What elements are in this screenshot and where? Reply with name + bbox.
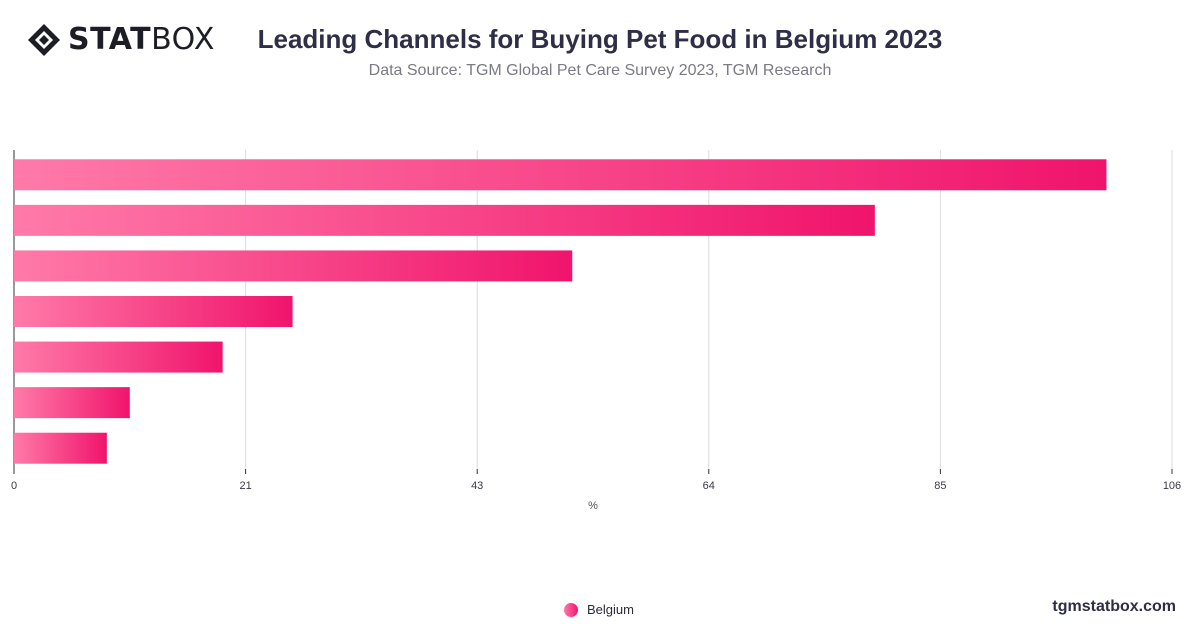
x-tick-label: 64 bbox=[703, 480, 715, 492]
chart-title: Leading Channels for Buying Pet Food in … bbox=[257, 24, 943, 54]
x-tick-label: 0 bbox=[11, 480, 17, 492]
diamond-logo-icon bbox=[28, 24, 60, 56]
legend[interactable]: Belgium bbox=[564, 602, 634, 617]
bar bbox=[14, 159, 1107, 191]
bar bbox=[14, 250, 573, 282]
bar bbox=[14, 204, 875, 236]
x-tick-label: 85 bbox=[934, 480, 946, 492]
statbox-logo[interactable]: STATBOX bbox=[26, 22, 215, 58]
bar bbox=[14, 432, 107, 464]
x-tick-label: 106 bbox=[1163, 480, 1181, 492]
bar bbox=[14, 387, 130, 419]
logo-wordmark: STATBOX bbox=[68, 22, 215, 58]
x-tick-label: 43 bbox=[471, 480, 483, 492]
chart-subtitle: Data Source: TGM Global Pet Care Survey … bbox=[368, 62, 832, 79]
logo-wordmark-light: BOX bbox=[151, 22, 215, 57]
legend-label: Belgium bbox=[587, 602, 634, 617]
bar bbox=[14, 296, 293, 327]
x-tick-label: 21 bbox=[239, 480, 251, 492]
bar bbox=[14, 341, 223, 373]
logo-wordmark-bold: STAT bbox=[68, 22, 152, 57]
legend-swatch bbox=[564, 602, 578, 617]
x-axis-label: % bbox=[588, 500, 598, 512]
website-label[interactable]: tgmstatbox.com bbox=[1052, 598, 1176, 615]
